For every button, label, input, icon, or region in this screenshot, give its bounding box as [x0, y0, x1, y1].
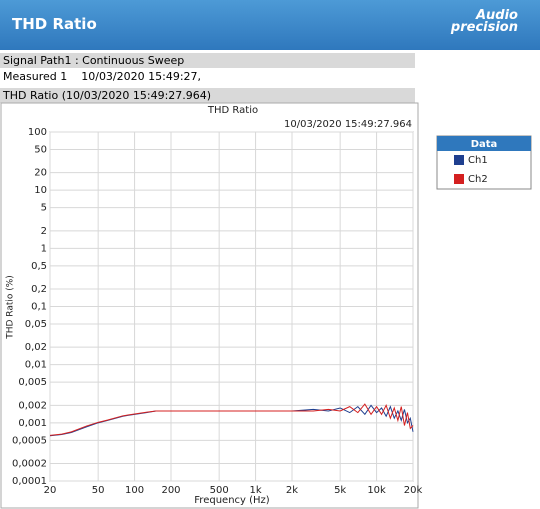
signal-path: Signal Path1 : Continuous Sweep: [0, 53, 415, 68]
y-tick-label: 50: [34, 145, 47, 156]
y-tick-label: 0,0005: [12, 435, 47, 446]
y-tick-label: 100: [28, 127, 47, 138]
x-tick-label: 20: [44, 485, 57, 496]
x-tick-label: 200: [161, 485, 180, 496]
y-tick-label: 0,0002: [12, 458, 47, 469]
y-tick-label: 0,1: [31, 302, 47, 313]
logo-bottom: precision: [450, 20, 518, 35]
y-tick-label: 0,5: [31, 261, 47, 272]
series-line: [49, 403, 414, 436]
y-tick-label: 0,05: [25, 319, 47, 330]
legend-swatch: [454, 174, 464, 184]
chart-title: THD Ratio: [207, 105, 258, 116]
header-bar: THD Ratio Audio precision: [0, 0, 540, 50]
chart-subtitle: 10/03/2020 15:49:27.964: [284, 119, 412, 130]
legend-label: Ch2: [468, 174, 488, 185]
measured-time: 10/03/2020 15:49:27,: [81, 70, 202, 83]
x-axis-label: Frequency (Hz): [194, 495, 270, 506]
y-tick-label: 20: [34, 168, 47, 179]
x-tick-label: 500: [210, 485, 229, 496]
x-tick-label: 50: [92, 485, 105, 496]
chart-frame: [0, 102, 419, 509]
logo-top: Audio: [475, 8, 518, 23]
y-tick-label: 5: [41, 203, 47, 214]
x-tick-label: 2k: [286, 485, 298, 496]
legend-title: Data: [471, 139, 498, 150]
graph-heading: THD Ratio (10/03/2020 15:49:27.964): [0, 88, 415, 103]
y-tick-label: 0,02: [25, 342, 47, 353]
x-tick-label: 100: [125, 485, 144, 496]
header-title: THD Ratio: [12, 15, 97, 33]
legend-swatch: [454, 155, 464, 165]
x-tick-label: 1k: [249, 485, 261, 496]
x-tick-label: 5k: [334, 485, 346, 496]
measured: Measured 1: [3, 70, 68, 83]
measured-row: Measured 1 10/03/2020 15:49:27,: [0, 69, 201, 84]
y-axis-label: THD Ratio (%): [6, 275, 16, 340]
x-tick-label: 20k: [404, 485, 423, 496]
x-tick-label: 10k: [367, 485, 386, 496]
legend-label: Ch1: [468, 155, 488, 166]
y-tick-label: 10: [34, 185, 47, 196]
y-tick-label: 1: [41, 243, 47, 254]
y-tick-label: 0,005: [18, 377, 47, 388]
y-tick-label: 0,0001: [12, 476, 47, 487]
y-tick-label: 0,001: [18, 418, 47, 429]
brand-logo: Audio precision: [450, 8, 518, 35]
legend-header: [437, 136, 531, 151]
y-tick-label: 0,01: [25, 360, 47, 371]
y-tick-label: 0,2: [31, 284, 47, 295]
y-tick-label: 0,002: [18, 400, 47, 411]
y-tick-label: 2: [41, 226, 47, 237]
